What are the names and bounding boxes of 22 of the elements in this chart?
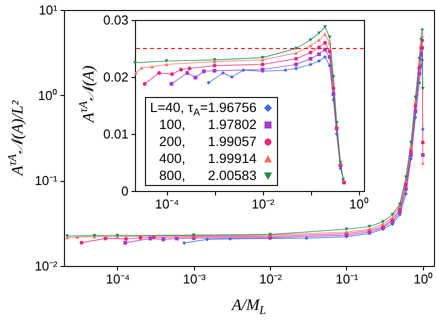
x-tick-label: 10⁻⁴ bbox=[106, 272, 130, 286]
y-tick-label: 10¹ bbox=[38, 2, 58, 18]
x-tick-label: 10⁻³ bbox=[182, 272, 206, 286]
legend-label: 800, 2.00583 bbox=[159, 167, 257, 184]
y-tick-label: 0 bbox=[121, 184, 128, 198]
x-tick-label: 10⁰ bbox=[414, 272, 434, 286]
x-tick-label: 10⁰ bbox=[349, 196, 369, 212]
y-tick-label: 0.02 bbox=[103, 70, 128, 84]
y-tick-label: 0.01 bbox=[103, 126, 128, 142]
x-tick-label: 10⁻² bbox=[252, 196, 276, 212]
x-tick-label: 10⁻¹ bbox=[336, 272, 360, 286]
legend-label: 200, 1.99057 bbox=[159, 133, 257, 150]
y-tick-label: 0.03 bbox=[103, 12, 128, 28]
legend-label: L=40, τ$_{A}$=1.96756 bbox=[150, 99, 257, 119]
legend-label: 400, 1.99914 bbox=[159, 150, 257, 167]
x-axis-title: A/M$_{L}$ bbox=[232, 297, 266, 318]
legend-label: 100, 1.97802 bbox=[159, 116, 257, 133]
x-tick-label: 10⁻⁴ bbox=[155, 196, 180, 212]
y-tick-label: 10⁻² bbox=[34, 258, 58, 274]
y-tick-label: 10⁰ bbox=[38, 88, 58, 103]
y-tick-label: 10⁻¹ bbox=[34, 173, 58, 188]
x-tick-label: 10⁻² bbox=[259, 272, 283, 286]
